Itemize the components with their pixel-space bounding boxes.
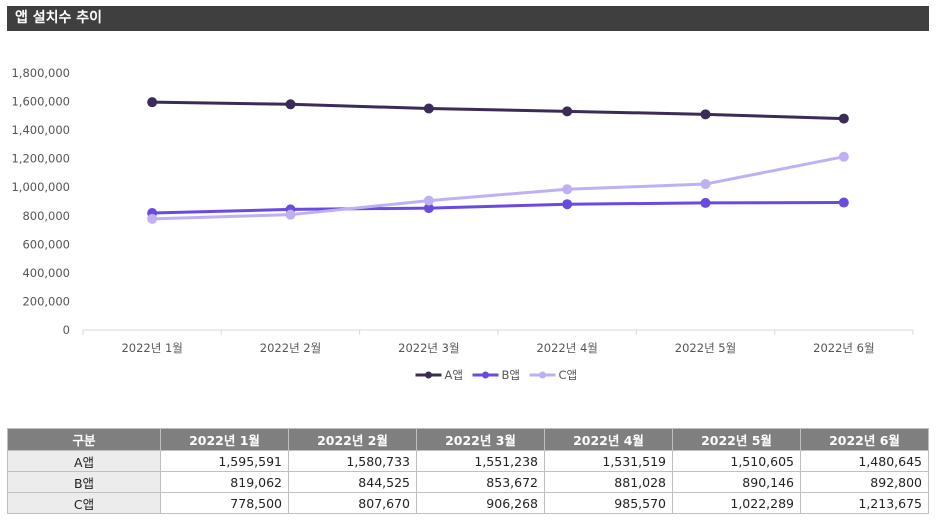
table-cell: 778,500 bbox=[160, 492, 289, 514]
table-col-header: 2022년 5월 bbox=[672, 428, 801, 451]
data-point bbox=[423, 195, 434, 206]
legend-label: A앱 bbox=[445, 368, 463, 382]
x-tick-label: 2022년 2월 bbox=[260, 341, 321, 355]
table-cell: 1,510,605 bbox=[672, 450, 801, 472]
legend-label: C앱 bbox=[559, 368, 578, 382]
table-col-header: 2022년 6월 bbox=[800, 428, 929, 451]
legend-marker bbox=[482, 371, 489, 379]
data-point bbox=[562, 184, 573, 195]
table-row: C앱 778,500 807,670 906,268 985,570 1,022… bbox=[7, 492, 929, 514]
data-point bbox=[285, 209, 296, 220]
data-table: 구분 2022년 1월 2022년 2월 2022년 3월 2022년 4월 2… bbox=[7, 428, 929, 514]
table-cell: 1,022,289 bbox=[672, 492, 801, 514]
table-col-header: 2022년 2월 bbox=[288, 428, 417, 451]
table-cell: 1,580,733 bbox=[288, 450, 417, 472]
table-cell: 1,213,675 bbox=[800, 492, 929, 514]
data-point bbox=[700, 179, 711, 190]
table-header-label: 구분 bbox=[7, 428, 161, 451]
table-cell: 1,480,645 bbox=[800, 450, 929, 472]
table-cell: 906,268 bbox=[416, 492, 545, 514]
table-cell: 853,672 bbox=[416, 471, 545, 493]
y-tick-label: 400,000 bbox=[22, 266, 70, 280]
table-cell: 1,595,591 bbox=[160, 450, 289, 472]
y-tick-label: 1,000,000 bbox=[11, 180, 70, 194]
data-point bbox=[147, 213, 158, 224]
data-point bbox=[562, 106, 573, 117]
table-col-header: 2022년 4월 bbox=[544, 428, 673, 451]
row-label: B앱 bbox=[7, 471, 161, 493]
x-tick-label: 2022년 4월 bbox=[536, 341, 597, 355]
table-row: A앱 1,595,591 1,580,733 1,551,238 1,531,5… bbox=[7, 450, 929, 472]
series-line-1 bbox=[152, 201, 844, 215]
legend-marker bbox=[425, 371, 432, 379]
table-cell: 807,670 bbox=[288, 492, 417, 514]
chart-title: 앱 설치수 추이 bbox=[7, 6, 929, 31]
y-tick-label: 1,200,000 bbox=[11, 152, 70, 166]
data-point bbox=[838, 113, 849, 124]
data-point bbox=[700, 109, 711, 120]
row-label: C앱 bbox=[7, 492, 161, 514]
legend-label: B앱 bbox=[502, 368, 520, 382]
data-point bbox=[423, 203, 434, 214]
table-cell: 1,551,238 bbox=[416, 450, 545, 472]
x-tick-label: 2022년 6월 bbox=[813, 341, 874, 355]
data-point bbox=[700, 197, 711, 208]
table-header-row: 구분 2022년 1월 2022년 2월 2022년 3월 2022년 4월 2… bbox=[7, 428, 929, 451]
series-line-0 bbox=[152, 100, 844, 121]
table-cell: 1,531,519 bbox=[544, 450, 673, 472]
table-col-header: 2022년 3월 bbox=[416, 428, 545, 451]
table-cell: 844,525 bbox=[288, 471, 417, 493]
data-point bbox=[838, 151, 849, 162]
y-tick-label: 1,600,000 bbox=[11, 95, 70, 109]
x-tick-label: 2022년 3월 bbox=[398, 341, 459, 355]
x-tick-label: 2022년 1월 bbox=[121, 341, 182, 355]
y-tick-label: 800,000 bbox=[22, 209, 70, 223]
table-cell: 819,062 bbox=[160, 471, 289, 493]
line-chart: 1,800,000 1,600,000 1,400,000 1,200,000 1,00… bbox=[11, 66, 914, 382]
data-point bbox=[285, 99, 296, 110]
data-point bbox=[838, 197, 849, 208]
table-cell: 985,570 bbox=[544, 492, 673, 514]
series-line-2 bbox=[152, 155, 845, 221]
data-point bbox=[147, 97, 158, 108]
legend-marker bbox=[539, 371, 546, 379]
y-tick-label: 600,000 bbox=[22, 237, 70, 251]
table-col-header: 2022년 1월 bbox=[160, 428, 289, 451]
table-cell: 890,146 bbox=[672, 471, 801, 493]
y-tick-label: 1,800,000 bbox=[11, 66, 70, 80]
x-tick-label: 2022년 5월 bbox=[675, 341, 736, 355]
table-cell: 892,800 bbox=[800, 471, 929, 493]
table-row: B앱 819,062 844,525 853,672 881,028 890,1… bbox=[7, 471, 929, 493]
row-label: A앱 bbox=[7, 450, 161, 472]
y-tick-label: 200,000 bbox=[22, 294, 70, 308]
data-point bbox=[423, 103, 434, 114]
table-cell: 881,028 bbox=[544, 471, 673, 493]
y-tick-label: 0 bbox=[63, 323, 70, 337]
y-tick-label: 1,400,000 bbox=[11, 123, 70, 137]
data-point bbox=[562, 199, 573, 210]
